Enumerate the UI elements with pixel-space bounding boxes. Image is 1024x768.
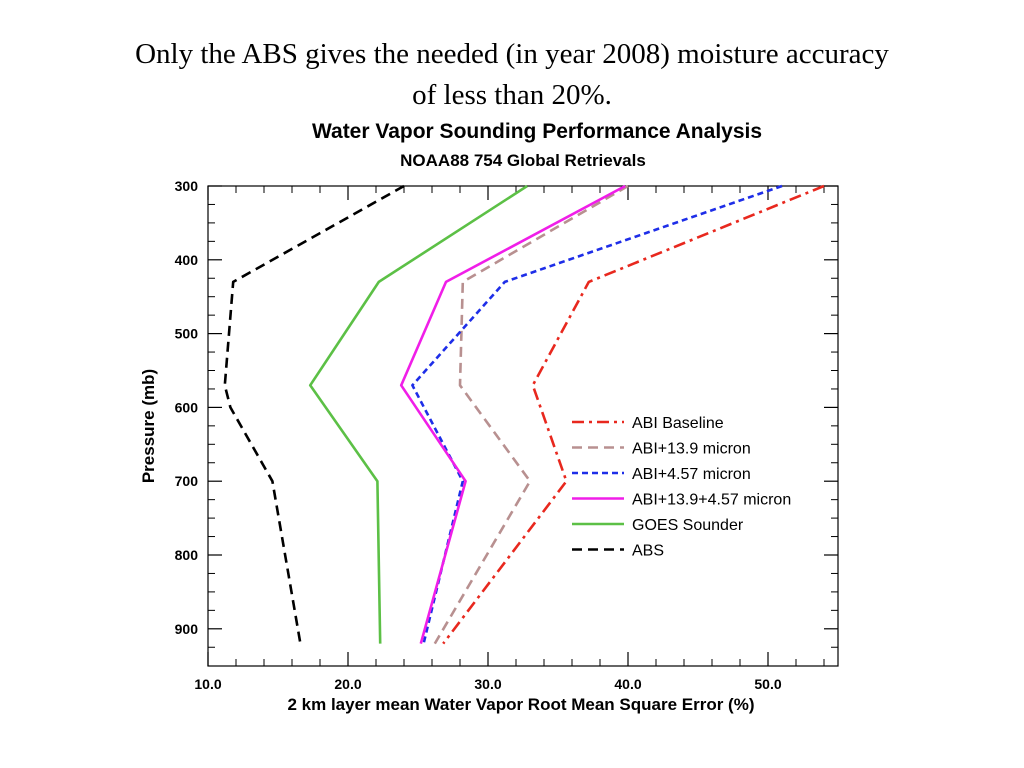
y-tick-label: 800 [175, 547, 199, 563]
x-tick-label: 10.0 [194, 676, 221, 692]
series-line-abs [223, 184, 405, 644]
y-tick-label: 400 [175, 252, 199, 268]
axis-ticks: 10.0 20.0 30.0 40.0 50.0 300 400 500 600 700 800 90… [175, 178, 838, 692]
series-line-abi-13-9-micron [433, 184, 629, 645]
legend-label: ABI Baseline [632, 415, 724, 432]
legend-label: ABI+13.9 micron [632, 441, 751, 458]
y-tick-label: 700 [175, 473, 199, 489]
series-line-abi-13-9-4-57-micron [399, 184, 626, 644]
y-tick-label: 500 [175, 326, 199, 342]
x-tick-label: 20.0 [334, 676, 361, 692]
legend-label: ABI+13.9+4.57 micron [632, 492, 791, 509]
y-axis-label: Pressure (mb) [139, 369, 158, 483]
legend: ABI Baseline ABI+13.9 micron ABI+4.57 micr… [572, 415, 791, 560]
x-tick-label: 50.0 [754, 676, 781, 692]
x-tick-label: 30.0 [474, 676, 501, 692]
y-tick-label: 900 [175, 621, 199, 637]
slide-title-line2: of less than 20%. [412, 79, 612, 111]
slide-title-line1: Only the ABS gives the needed (in year 2… [135, 38, 889, 70]
plot-frame [207, 185, 839, 667]
legend-label: ABI+4.57 micron [632, 466, 751, 483]
series-line-abi-baseline [442, 184, 825, 645]
legend-label: GOES Sounder [632, 517, 744, 534]
chart-subtitle: NOAA88 754 Global Retrievals [400, 151, 646, 170]
x-tick-label: 40.0 [614, 676, 641, 692]
legend-label: ABS [632, 543, 664, 560]
y-tick-label: 600 [175, 399, 199, 415]
y-tick-label: 300 [175, 178, 199, 194]
series-lines [223, 184, 825, 645]
chart-title: Water Vapor Sounding Performance Analysi… [312, 120, 762, 143]
series-line-abi-4-57-micron [411, 184, 783, 644]
slide-title: Only the ABS gives the needed (in year 2… [0, 34, 1024, 116]
x-axis-label: 2 km layer mean Water Vapor Root Mean Sq… [287, 695, 754, 714]
series-line-goes-sounder [308, 184, 528, 644]
